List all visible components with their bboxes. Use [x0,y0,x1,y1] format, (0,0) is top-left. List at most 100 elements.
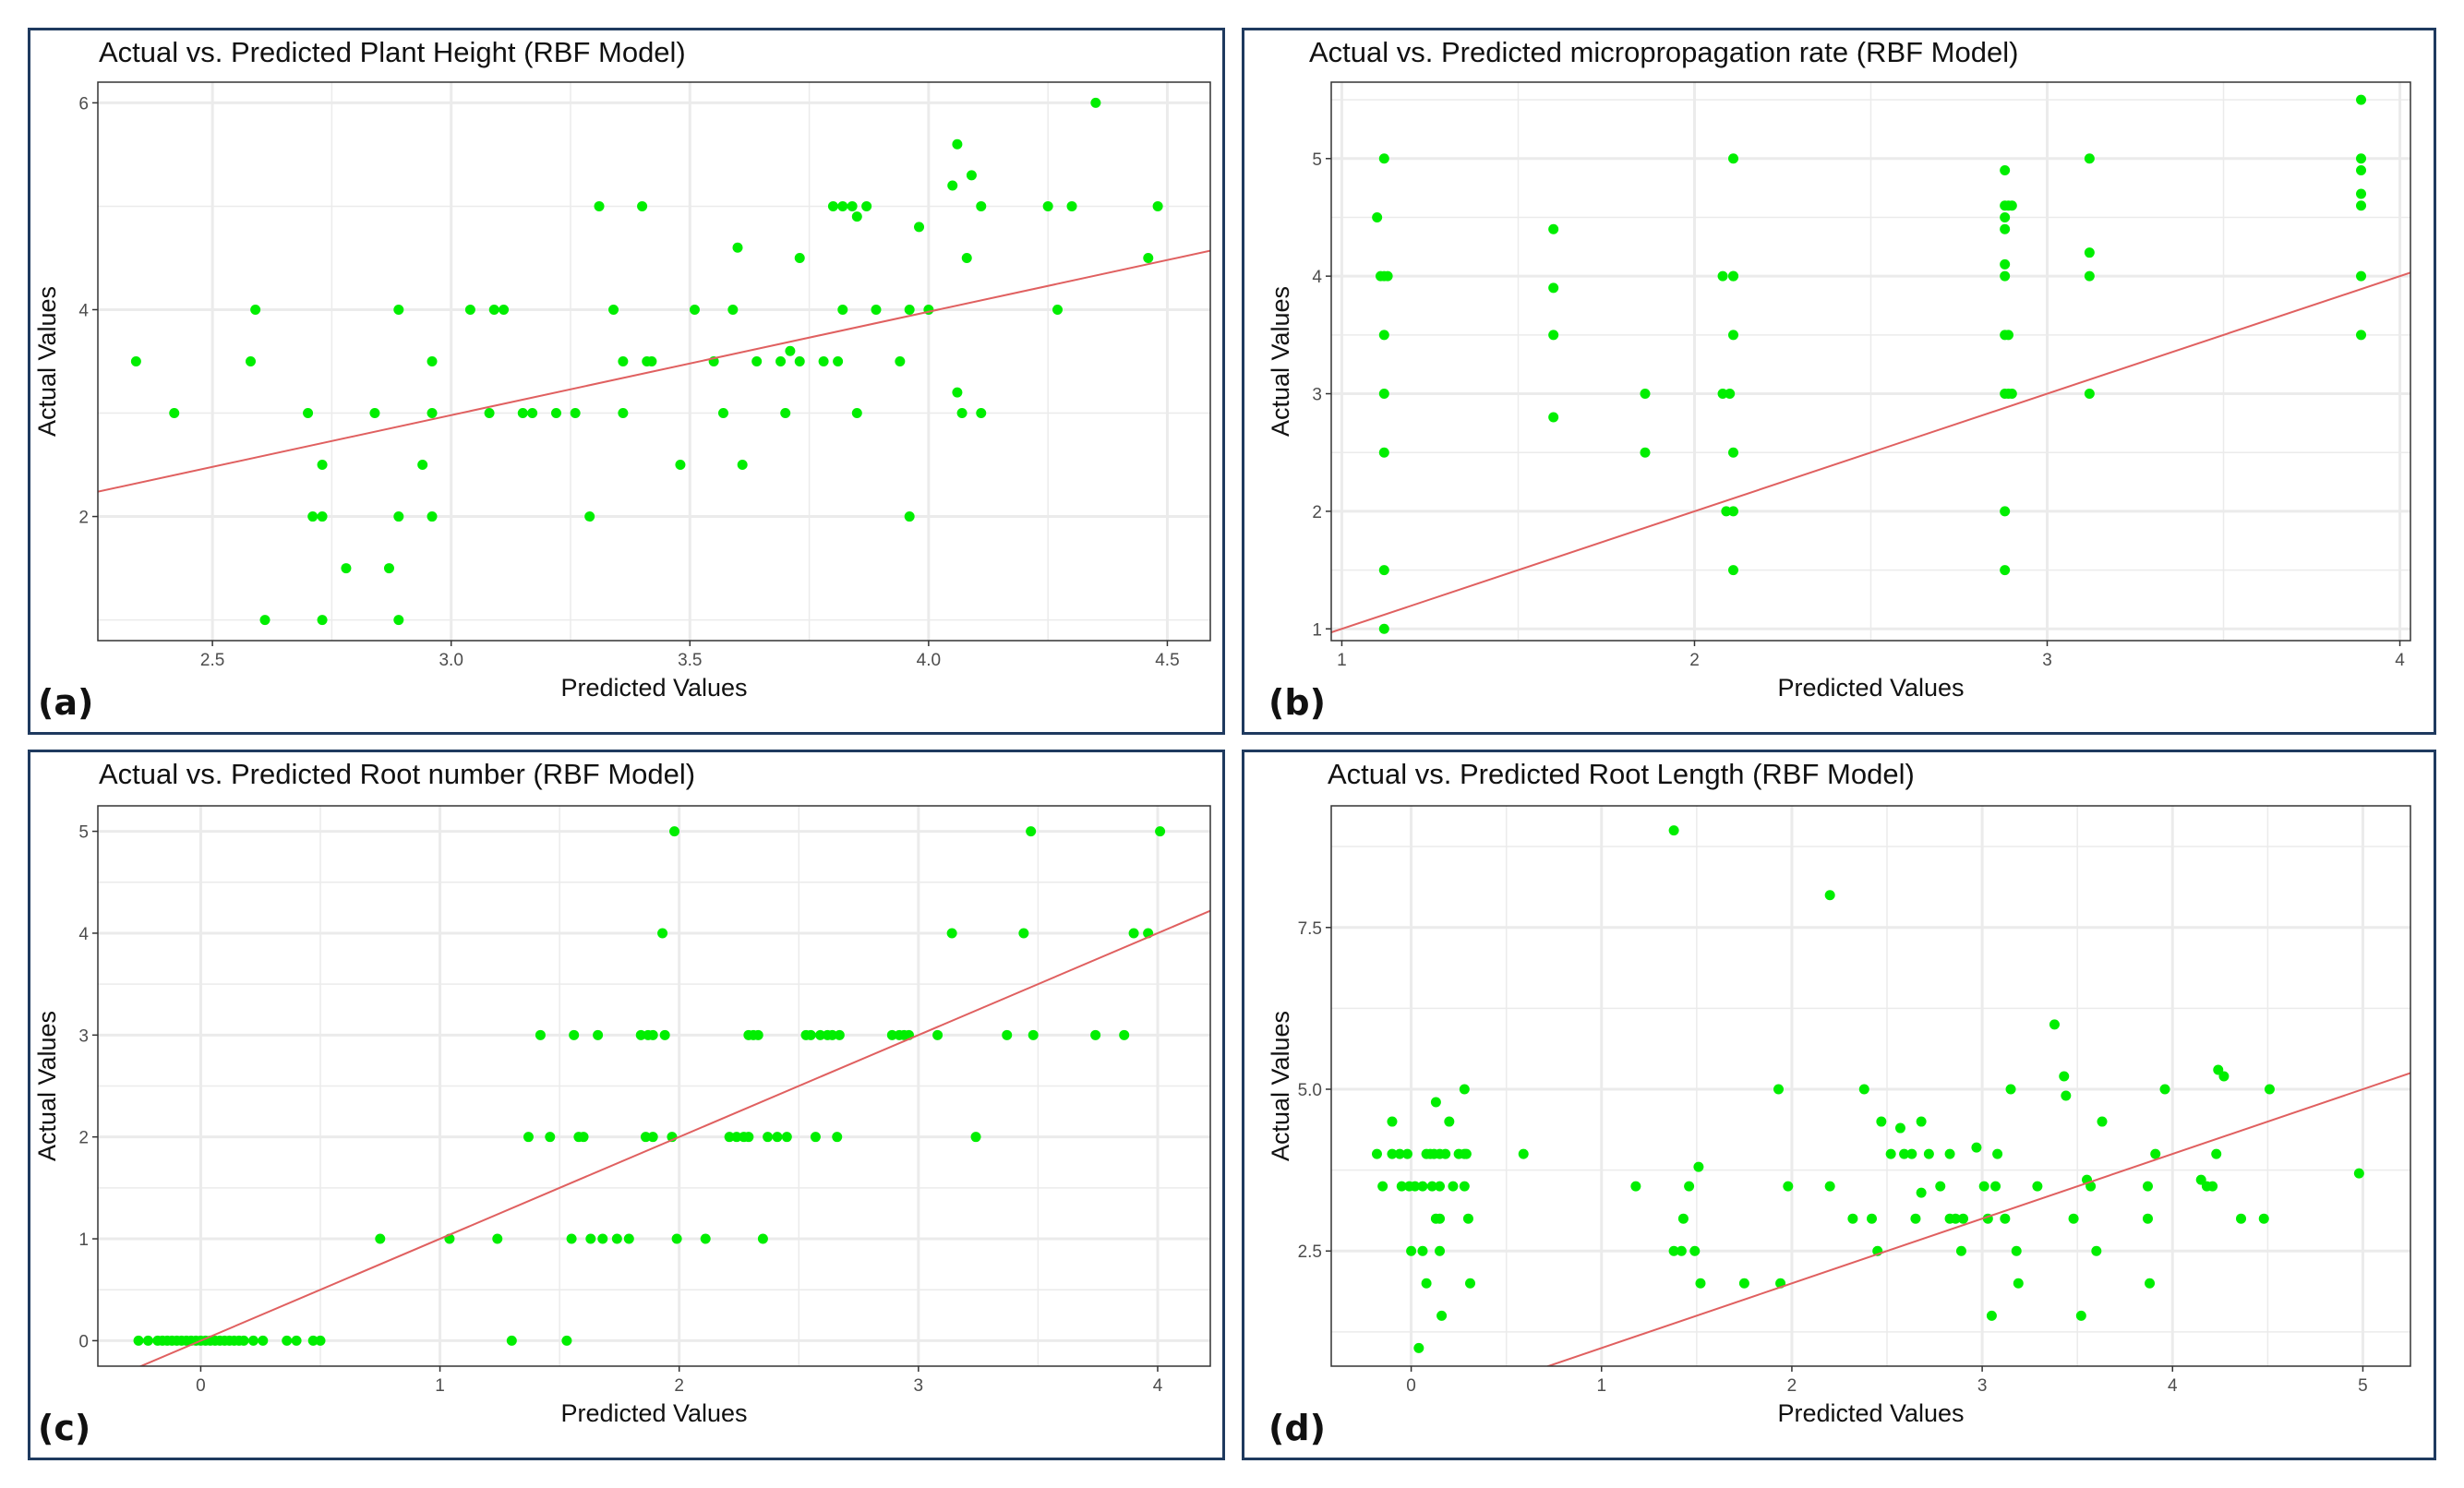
data-point [1459,1084,1470,1095]
data-point [393,615,404,626]
x-tick-label: 0 [196,1376,206,1396]
data-point [1436,1310,1448,1321]
data-point [671,1233,682,1244]
data-point [914,222,925,233]
data-point [886,1029,897,1040]
data-point [1435,1181,1446,1192]
chart-title: Actual vs. Predicted micropropagation ra… [1309,36,2019,68]
data-point [732,242,743,253]
data-point [427,356,438,366]
data-point [1689,1245,1701,1256]
data-point [1119,1029,1130,1040]
data-point [499,304,510,315]
x-tick-label: 3 [914,1376,924,1396]
data-point [1971,1142,1982,1153]
data-point [1885,1148,1896,1159]
data-point [861,200,872,211]
data-point [1413,1342,1424,1353]
data-point [1377,1181,1388,1192]
data-point [2218,1071,2230,1082]
data-point [417,460,428,471]
data-point [727,304,739,315]
data-point [1684,1181,1695,1192]
data-point [871,304,882,315]
data-point [1847,1213,1858,1224]
data-point [282,1335,293,1346]
data-point [550,408,561,419]
data-point [593,1029,604,1040]
data-point [1401,1148,1412,1159]
x-tick-label: 2 [1689,651,1700,670]
data-point [751,356,763,366]
data-point [1417,1245,1428,1256]
data-point [2006,200,2017,211]
data-point [1460,1148,1472,1159]
data-point [895,356,906,366]
data-point [775,356,787,366]
chart-b: 1 2 3 4 1 2 3 4 5 Predicted Values Actual Values [1267,81,2411,702]
data-point [1155,826,1166,837]
fit-line [1545,1072,2410,1366]
data-point [1717,270,1728,282]
data-point [976,200,987,211]
data-point [259,615,270,626]
data-point [623,1233,634,1244]
data-point [1695,1278,1706,1289]
data-point [2000,258,2011,270]
data-point [1378,565,1389,576]
plot-frame [97,81,1211,642]
data-point [1066,200,1077,211]
data-point [1906,1148,1917,1159]
x-axis-title: Predicted Values [560,674,747,702]
y-tick-label: 2 [1312,503,1322,522]
y-tick-label: 5.0 [1298,1081,1322,1100]
data-point [1738,1278,1749,1289]
data-point [2032,1181,2043,1192]
chart-a: 2.5 3.0 3.5 4.0 4.5 2 4 6 Predicted Values Actual… [33,81,1211,702]
panel-b: 1 2 3 4 1 2 3 4 5 Predicted Values Actual Values A… [1242,28,2436,735]
data-point [618,356,629,366]
chart-title: Actual vs. Predicted Root Length (RBF Mo… [1328,758,1915,790]
data-point [952,138,963,150]
data-point [1728,270,1739,282]
data-point [932,1029,944,1040]
data-point [1955,1245,1966,1256]
x-tick-label: 3 [2042,651,2052,670]
data-point [2145,1278,2156,1289]
data-point [1677,1213,1689,1224]
data-point [303,408,314,419]
y-tick-label: 4 [78,925,89,944]
x-axis-title: Predicted Values [560,1399,747,1427]
data-point [2000,565,2011,576]
data-point [2159,1084,2170,1095]
data-point [307,511,319,522]
data-point [1459,1181,1470,1192]
x-tick-label: 4 [2168,1376,2178,1396]
data-point [1548,330,1559,341]
data-point [317,615,328,626]
data-point [2091,1245,2102,1256]
data-point [1128,928,1139,939]
data-point [947,180,958,191]
x-tick-label: 0 [1406,1376,1416,1396]
data-point [317,460,328,471]
data-point [2000,270,2011,282]
data-point [743,1132,754,1143]
data-point [2142,1213,2153,1224]
data-point [1028,1029,1039,1040]
y-tick-label: 7.5 [1298,919,1322,939]
data-point [535,1029,546,1040]
data-point [238,1335,249,1346]
data-point [1728,565,1739,576]
data-point [2258,1213,2269,1224]
data-point [966,170,977,181]
fit-line [98,249,1210,493]
data-point [618,408,629,419]
data-point [488,304,499,315]
data-point [657,928,668,939]
data-point [1728,506,1739,517]
data-point [1944,1148,1955,1159]
data-point [700,1233,711,1244]
data-point [952,387,963,398]
x-axis-title: Predicted Values [1777,1399,1964,1427]
